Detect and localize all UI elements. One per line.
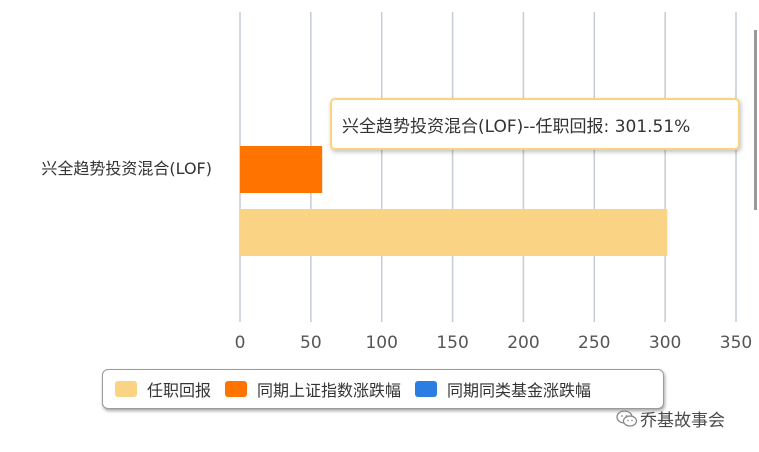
x-tick-label: 0 [235,333,246,353]
legend: 任职回报 同期上证指数涨跌幅 同期同类基金涨跌幅 [102,369,664,409]
bar-shanghai-index[interactable] [240,146,323,193]
legend-label: 同期同类基金涨跌幅 [447,381,592,400]
x-tick-label: 200 [507,333,539,353]
watermark-text: 乔基故事会 [640,411,725,431]
bar-tenure-return[interactable] [240,209,668,256]
legend-label: 同期上证指数涨跌幅 [257,381,402,400]
panel-edge [754,30,757,210]
tooltip-text: 兴全趋势投资混合(LOF)--任职回报: 301.51% [342,116,691,137]
watermark: 乔基故事会 [616,406,725,431]
tooltip: 兴全趋势投资混合(LOF)--任职回报: 301.51% [330,98,740,150]
x-tick-label: 250 [578,333,610,353]
grid-lines [239,12,737,322]
bars [240,146,668,256]
x-tick-label: 300 [649,333,681,353]
y-axis-categories: 兴全趋势投资混合(LOF) [41,159,212,178]
x-axis-ticks: 0 50 100 150 200 250 300 350 [235,333,753,353]
legend-swatch [115,381,137,397]
category-label: 兴全趋势投资混合(LOF) [41,159,212,178]
x-tick-label: 350 [720,333,752,353]
x-tick-label: 150 [436,333,468,353]
x-tick-label: 100 [365,333,397,353]
legend-swatch [225,381,248,397]
wechat-icon [616,409,638,427]
x-tick-label: 50 [300,333,322,353]
legend-item-shanghai-index[interactable]: 同期上证指数涨跌幅 [225,377,401,401]
legend-swatch [415,381,438,397]
legend-item-peer-funds[interactable]: 同期同类基金涨跌幅 [415,377,591,401]
legend-item-tenure-return[interactable]: 任职回报 [115,377,211,401]
legend-label: 任职回报 [147,381,212,400]
